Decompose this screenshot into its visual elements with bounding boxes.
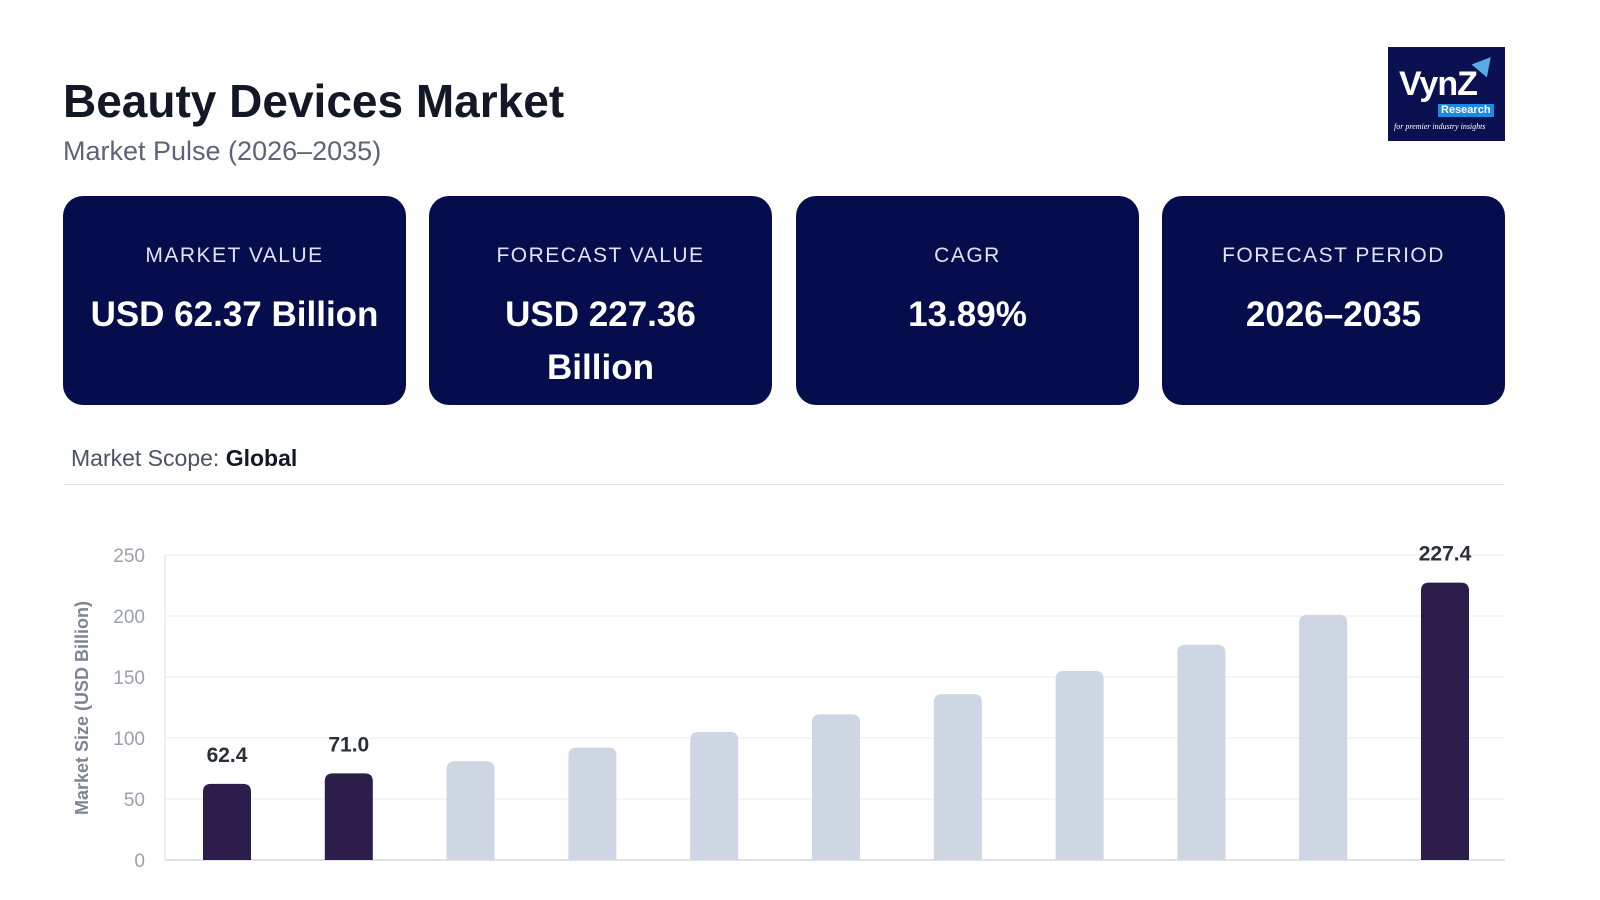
y-axis-label: Market Size (USD Billion) bbox=[72, 601, 92, 815]
bar bbox=[446, 761, 495, 860]
bar bbox=[812, 714, 860, 860]
y-tick-label: 150 bbox=[113, 668, 145, 689]
y-tick-label: 250 bbox=[113, 546, 145, 567]
bar bbox=[690, 732, 739, 860]
bar bbox=[1177, 644, 1226, 860]
page-subtitle: Market Pulse (2026–2035) bbox=[63, 136, 382, 166]
bar bbox=[324, 773, 373, 860]
y-tick-label: 0 bbox=[134, 851, 145, 872]
y-tick-label: 50 bbox=[124, 790, 145, 811]
bar bbox=[1421, 582, 1469, 860]
bar bbox=[203, 783, 251, 860]
divider bbox=[63, 484, 1505, 485]
scope-value: Global bbox=[225, 445, 298, 471]
market-scope: Market Scope: Global bbox=[71, 444, 297, 472]
vynz-logo: VynZ Research for premier industry insig… bbox=[1388, 47, 1505, 141]
logo-text: VynZ bbox=[1399, 65, 1478, 103]
bar bbox=[1055, 671, 1104, 860]
data-label: 62.4 bbox=[207, 744, 248, 767]
page-title: Beauty Devices Market bbox=[63, 75, 565, 127]
data-label: 227.4 bbox=[1419, 543, 1472, 566]
cagr-card: CAGR 13.89% bbox=[796, 196, 1139, 405]
forecast-period-card: FORECAST PERIOD 2026–2035 bbox=[1162, 196, 1505, 405]
card-value: USD 62.37 Billion bbox=[90, 295, 379, 334]
card-label: FORECAST PERIOD bbox=[1222, 244, 1445, 267]
forecast-value-card: FORECAST VALUE USD 227.36 Billion bbox=[429, 196, 772, 405]
card-label: MARKET VALUE bbox=[145, 244, 324, 267]
card-value: 2026–2035 bbox=[1245, 295, 1422, 334]
y-tick-label: 100 bbox=[113, 729, 145, 750]
data-label: 71.0 bbox=[328, 733, 369, 756]
bar bbox=[568, 747, 617, 860]
logo-sub: Research bbox=[1438, 104, 1494, 117]
card-value: USD 227.36 Billion bbox=[505, 295, 696, 387]
bar bbox=[1299, 614, 1348, 860]
bar bbox=[933, 694, 982, 860]
card-label: FORECAST VALUE bbox=[496, 244, 705, 267]
y-tick-label: 200 bbox=[113, 607, 145, 628]
logo-tagline: for premier industry insights bbox=[1394, 122, 1486, 131]
card-value: 13.89% bbox=[908, 295, 1027, 334]
market-value-card: MARKET VALUE USD 62.37 Billion bbox=[63, 196, 406, 405]
scope-label: Market Scope: bbox=[71, 445, 220, 471]
card-label: CAGR bbox=[934, 244, 1001, 267]
